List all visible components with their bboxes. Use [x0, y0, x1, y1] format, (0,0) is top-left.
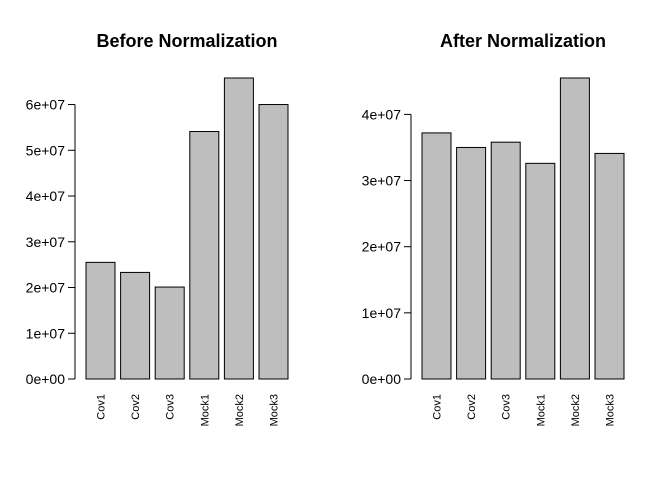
- y-tick-label: 1e+07: [26, 325, 66, 341]
- x-tick-labels-before: Cov1 Cov2 Cov3 Mock1 Mock2 Mock3: [96, 394, 281, 426]
- bar-cov3: [490, 141, 521, 380]
- bar-mock1: [525, 162, 556, 380]
- chart-title-after: After Normalization: [440, 31, 606, 51]
- x-tick-label: Cov3: [501, 394, 513, 420]
- bar-cov1: [421, 132, 452, 380]
- y-tick-label: 2e+07: [362, 239, 402, 255]
- bars-before: [85, 77, 289, 380]
- chart-title-before: Before Normalization: [96, 31, 277, 51]
- x-tick-label: Cov3: [165, 394, 177, 420]
- x-tick-label: Cov2: [466, 394, 478, 420]
- x-tick-label: Cov2: [130, 394, 142, 420]
- bar-mock2: [559, 77, 590, 380]
- bar-cov1: [85, 261, 116, 380]
- y-tick-label: 3e+07: [26, 234, 66, 250]
- x-tick-label: Cov1: [96, 394, 108, 420]
- bar-mock3: [594, 152, 625, 380]
- bar-cov3: [154, 286, 185, 380]
- y-tick-label: 6e+07: [26, 97, 66, 113]
- bar-mock3: [258, 104, 289, 380]
- x-tick-labels-after: Cov1 Cov2 Cov3 Mock1 Mock2 Mock3: [432, 394, 617, 426]
- x-tick-label: Mock3: [605, 394, 617, 426]
- x-tick-label: Cov1: [432, 394, 444, 420]
- bar-cov2: [120, 271, 151, 380]
- y-tick-label: 4e+07: [26, 188, 66, 204]
- bar-cov2: [456, 146, 487, 380]
- bar-mock2: [223, 77, 254, 380]
- y-tick-label: 4e+07: [362, 106, 402, 122]
- y-tick-label: 0e+00: [26, 371, 66, 387]
- y-tick-label: 2e+07: [26, 280, 66, 296]
- bar-mock1: [189, 131, 220, 380]
- y-tick-label: 5e+07: [26, 142, 66, 158]
- x-tick-label: Mock3: [269, 394, 281, 426]
- y-tick-label: 1e+07: [362, 305, 402, 321]
- x-tick-label: Mock1: [199, 394, 211, 426]
- y-tick-label: 0e+00: [362, 371, 402, 387]
- panel-after: After Normalization 0e+00 1e+07 2e+07 3e+07…: [362, 31, 625, 426]
- x-tick-label: Mock2: [570, 394, 582, 426]
- bars-after: [421, 77, 625, 380]
- panel-before: Before Normalization 0e+00 1e+07 2e+07 3e+0…: [26, 31, 289, 426]
- y-axis-after: 0e+00 1e+07 2e+07 3e+07 4e+07: [362, 106, 412, 387]
- x-tick-label: Mock2: [234, 394, 246, 426]
- y-tick-label: 3e+07: [362, 173, 402, 189]
- x-tick-label: Mock1: [535, 394, 547, 426]
- y-axis-before: 0e+00 1e+07 2e+07 3e+07 4e+07 5e+07 6e+07: [26, 97, 76, 387]
